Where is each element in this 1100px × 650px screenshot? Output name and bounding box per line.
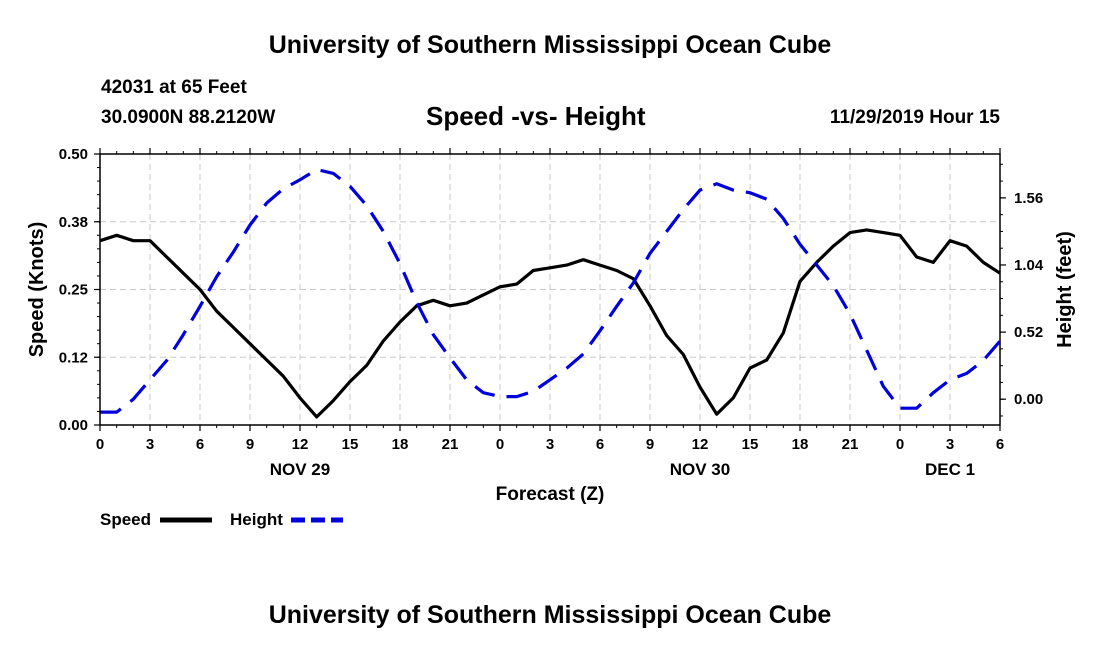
grid-lines <box>100 154 1000 425</box>
series-layer <box>99 167 1002 419</box>
x-tick-label: 6 <box>996 436 1004 453</box>
series-line-height <box>100 167 1002 414</box>
y-right-tick-label: 1.56 <box>1014 190 1043 207</box>
x-tick-label: 3 <box>546 436 554 453</box>
y-left-tick-label: 0.38 <box>59 214 88 231</box>
x-tick-label: 3 <box>146 436 154 453</box>
x-tick-label: 12 <box>692 436 709 453</box>
forecast-timestamp: 11/29/2019 Hour 15 <box>829 107 1000 128</box>
x-tick-label: 6 <box>596 436 604 453</box>
legend-label-height: Height <box>230 510 283 529</box>
x-tick-label: 15 <box>342 436 359 453</box>
x-tick-label: 18 <box>792 436 809 453</box>
x-tick-label: 12 <box>292 436 309 453</box>
y-axis-left-label: Speed (Knots) <box>26 222 48 358</box>
date-label: NOV 29 <box>270 460 330 479</box>
y-right-tick-label: 1.04 <box>1014 257 1044 274</box>
y-left-tick-label: 0.00 <box>59 417 88 434</box>
page-title-bottom: University of Southern Mississippi Ocean… <box>268 601 832 629</box>
x-axis-label: Forecast (Z) <box>496 484 605 505</box>
series-line-speed <box>99 228 1001 419</box>
x-tick-label: 0 <box>96 436 104 453</box>
x-tick-label: 3 <box>946 436 954 453</box>
x-tick-label: 9 <box>246 436 254 453</box>
y-axis-right-label: Height (feet) <box>1054 231 1076 348</box>
y-right-tick-label: 0.52 <box>1014 324 1043 341</box>
date-label: DEC 1 <box>925 460 975 479</box>
legend-label-speed: Speed <box>100 510 151 529</box>
station-depth: 42031 at 65 Feet <box>101 77 247 98</box>
chart-subtitle: Speed -vs- Height <box>426 101 646 131</box>
x-tick-label: 9 <box>646 436 654 453</box>
station-coordinates: 30.0900N 88.2120W <box>101 107 276 128</box>
x-tick-label: 18 <box>392 436 409 453</box>
x-tick-label: 21 <box>442 436 459 453</box>
page-title-top: University of Southern Mississippi Ocean… <box>268 31 832 59</box>
y-left-tick-label: 0.50 <box>59 146 88 163</box>
x-tick-label: 0 <box>496 436 504 453</box>
x-tick-label: 0 <box>896 436 904 453</box>
legend: Speed Height <box>100 510 343 529</box>
y-left-tick-label: 0.12 <box>59 349 88 366</box>
x-tick-label: 15 <box>742 436 759 453</box>
x-tick-label: 21 <box>842 436 859 453</box>
date-label: NOV 30 <box>670 460 730 479</box>
y-left-tick-label: 0.25 <box>59 282 88 299</box>
x-tick-label: 6 <box>196 436 204 453</box>
axes: 0 3 6 9 12 15 18 21 0 3 6 9 12 15 18 21 0 3 6 NOV 29 NOV 30 D… <box>59 146 1044 479</box>
y-right-tick-label: 0.00 <box>1014 391 1043 408</box>
